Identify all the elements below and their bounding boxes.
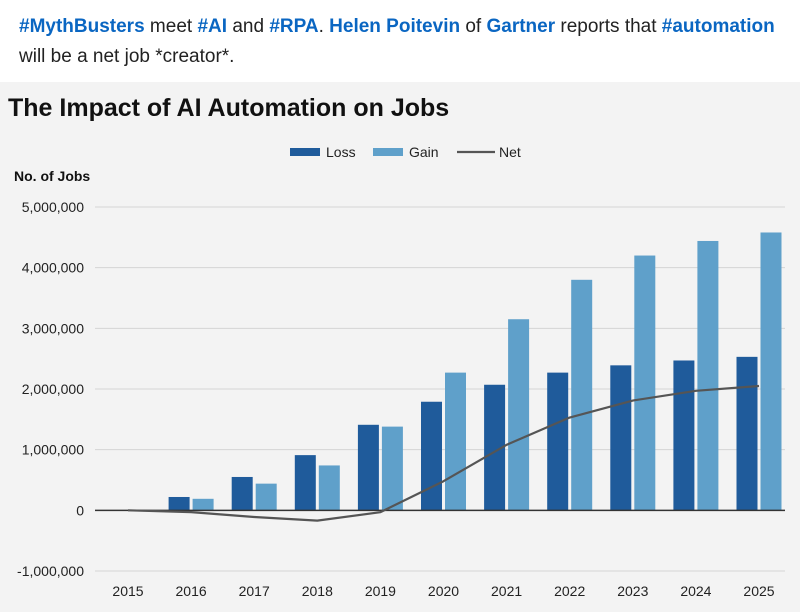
x-tick-label: 2016 [176,583,207,599]
bar-loss-2023 [610,365,632,511]
post-text-segment: and [227,16,270,37]
bar-gain-2021 [508,319,530,511]
x-tick-label: 2021 [491,583,522,599]
chart-title: The Impact of AI Automation on Jobs [8,94,450,122]
bar-gain-2019 [381,426,403,511]
post-text-segment: will be a net job *creator*. [19,46,235,67]
bar-loss-2017 [231,476,253,511]
legend-swatch-gain [373,148,403,156]
post-text: #MythBusters meet #AI and #RPA. Helen Po… [19,12,789,72]
bar-gain-2024 [697,240,719,511]
chart-figure: The Impact of AI Automation on Jobs No. … [0,82,800,612]
bar-loss-2016 [168,496,190,511]
x-tick-label: 2018 [302,583,333,599]
bar-gain-2023 [634,255,656,511]
bar-loss-2020 [421,401,442,511]
bar-loss-2021 [484,384,506,511]
bar-gain-2016 [192,498,214,511]
x-tick-label: 2017 [239,583,270,599]
hashtag-link[interactable]: #MythBusters [19,16,145,37]
chart-plot: -1,000,000 0 1,000,000 2,000,000 3,000,000 4,… [17,144,785,599]
y-tick-label: 2,000,000 [22,381,84,397]
legend-label-net: Net [499,144,521,160]
legend-swatch-loss [290,148,320,156]
mention-link[interactable]: Gartner [486,16,556,37]
x-tick-label: 2020 [428,583,459,599]
bar-loss-2022 [547,372,569,511]
net-series-line [127,384,760,522]
post-text-segment: . [318,16,330,37]
bar-gain-2017 [255,483,277,511]
y-axis-title: No. of Jobs [14,168,91,184]
bar-loss-2025 [736,356,758,511]
post-text-segment: meet [144,16,198,37]
legend-label-loss: Loss [326,144,356,160]
x-tick-label: 2022 [554,583,585,599]
bar-loss-2018 [294,455,316,511]
y-tick-label: 4,000,000 [22,260,84,276]
bar-loss-2024 [673,360,695,511]
bar-loss-2019 [357,424,379,511]
bar-gain-2022 [571,279,593,511]
x-tick-label: 2019 [365,583,396,599]
legend-label-gain: Gain [409,144,439,160]
hashtag-link[interactable]: #automation [661,16,775,37]
x-tick-label: 2024 [680,583,711,599]
y-tick-label: 3,000,000 [22,320,84,336]
bar-gain-2018 [318,465,340,511]
hashtag-link[interactable]: #AI [197,16,228,37]
x-tick-label: 2023 [617,583,648,599]
x-tick-label: 2025 [743,583,774,599]
post-text-segment: of [460,16,487,37]
y-tick-label: 1,000,000 [22,442,84,458]
post-text-segment: reports that [555,16,662,37]
y-tick-label: 0 [76,502,84,518]
bar-gain-2020 [445,372,466,511]
hashtag-link[interactable]: #RPA [269,16,319,37]
mention-link[interactable]: Helen Poitevin [329,16,461,37]
y-tick-label: 5,000,000 [22,199,84,215]
bar-gain-2025 [760,232,782,511]
x-tick-label: 2015 [112,583,143,599]
y-tick-label: -1,000,000 [17,563,84,579]
